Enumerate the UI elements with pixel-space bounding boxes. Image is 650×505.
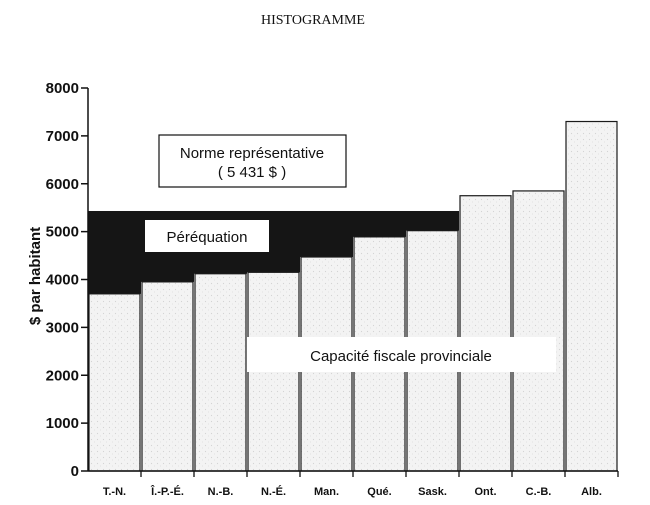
x-tick-label: Ont. <box>475 486 497 498</box>
x-axis-ticks: T.-N. Î.-P.-É. N.-B. N.-É. Man. Qué. Sask. Ont.… <box>103 471 619 498</box>
y-axis-label: $ par habitant <box>27 227 44 325</box>
x-tick-label: T.-N. <box>103 486 126 498</box>
chart-title: HISTOGRAMME <box>261 13 365 28</box>
capacity-label: Capacité fiscale provinciale <box>310 348 492 365</box>
y-tick-label: 0 <box>71 463 79 480</box>
equalization-label-box <box>145 220 269 252</box>
bar-Î.-P.-É. <box>141 281 194 472</box>
y-tick-label: 1000 <box>46 415 79 432</box>
x-tick-label: Man. <box>314 486 339 498</box>
standard-label-box <box>158 134 347 188</box>
standard-label-line2: ( 5 431 $ ) <box>218 164 286 181</box>
y-tick-label: 5000 <box>46 224 79 241</box>
y-axis-ticks: 0 1000 2000 3000 4000 5000 6000 7000 8000 <box>46 80 88 480</box>
y-tick-label: 2000 <box>46 367 79 384</box>
standard-annotation: Norme représentative ( 5 431 $ ) <box>158 134 347 188</box>
x-tick-label: Sask. <box>418 486 447 498</box>
y-tick-label: 6000 <box>46 176 79 193</box>
equalization-annotation: Péréquation <box>145 220 269 252</box>
bar-Ont. <box>459 195 512 472</box>
equalization-label: Péréquation <box>167 229 248 246</box>
x-tick-label: Alb. <box>581 486 602 498</box>
bar-Alb. <box>565 120 618 472</box>
x-tick-label: N.-É. <box>261 485 286 498</box>
y-tick-label: 8000 <box>46 80 79 97</box>
y-tick-label: 3000 <box>46 319 79 336</box>
x-tick-label: N.-B. <box>208 486 234 498</box>
equalization-segment <box>406 210 459 231</box>
equalization-segment <box>300 210 353 257</box>
equalization-segment <box>88 210 141 294</box>
bars <box>88 120 618 472</box>
x-tick-label: Qué. <box>367 486 391 498</box>
x-tick-label: C.-B. <box>526 486 552 498</box>
bar-C.-B. <box>512 190 565 472</box>
capacity-label-box <box>247 337 556 372</box>
y-tick-label: 4000 <box>46 272 79 289</box>
equalization-segment <box>353 210 406 237</box>
capacity-annotation: Capacité fiscale provinciale <box>247 337 556 372</box>
bar-T.-N. <box>88 293 141 472</box>
bar-N.-B. <box>194 273 247 472</box>
x-tick-label: Î.-P.-É. <box>150 485 184 498</box>
standard-label-line1: Norme représentative <box>180 145 324 162</box>
y-tick-label: 7000 <box>46 128 79 145</box>
